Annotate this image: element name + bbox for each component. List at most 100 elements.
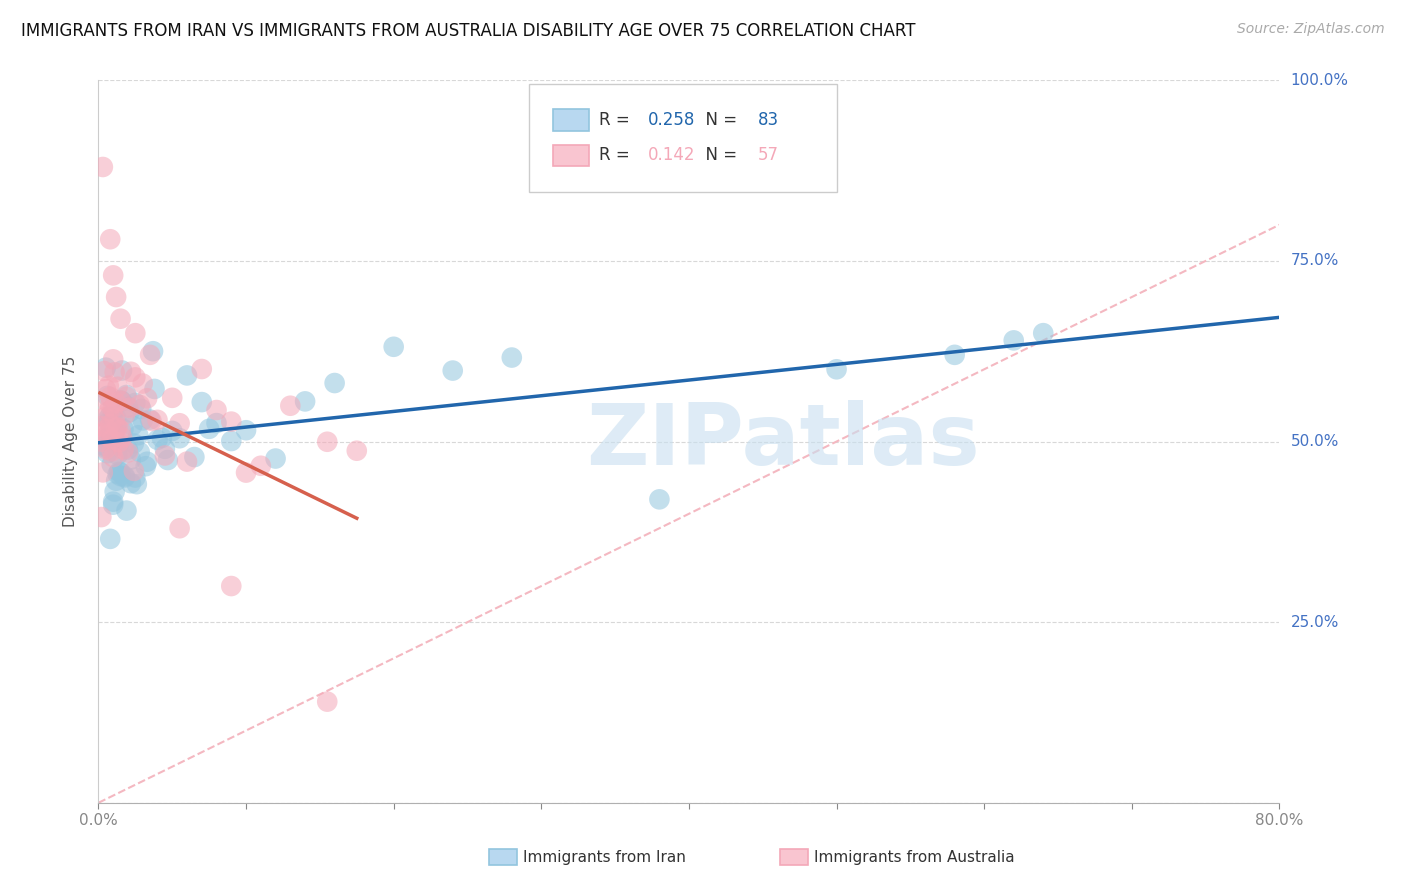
Point — [648, 492, 671, 507]
Point — [128, 398, 150, 412]
Point — [96, 428, 118, 442]
Point — [115, 388, 138, 402]
Point — [117, 445, 139, 459]
Point — [135, 459, 157, 474]
Point — [114, 408, 136, 422]
Point — [105, 290, 128, 304]
Point — [98, 417, 121, 432]
Point — [107, 467, 129, 481]
Point — [191, 362, 214, 376]
Point — [93, 439, 115, 453]
Point — [132, 413, 155, 427]
Point — [91, 160, 114, 174]
Point — [94, 382, 117, 396]
Point — [97, 404, 120, 418]
Text: IMMIGRANTS FROM IRAN VS IMMIGRANTS FROM AUSTRALIA DISABILITY AGE OVER 75 CORRELA: IMMIGRANTS FROM IRAN VS IMMIGRANTS FROM … — [21, 22, 915, 40]
Point — [97, 410, 120, 425]
Text: 100.0%: 100.0% — [1291, 73, 1348, 87]
Point — [117, 442, 139, 457]
Point — [110, 311, 132, 326]
Point — [98, 232, 121, 246]
Point — [89, 419, 111, 434]
Point — [111, 363, 134, 377]
Point — [96, 389, 118, 403]
Point — [93, 410, 115, 425]
Point — [235, 466, 257, 480]
Point — [91, 426, 114, 441]
Point — [90, 510, 112, 524]
Y-axis label: Disability Age Over 75: Disability Age Over 75 — [63, 356, 77, 527]
Point — [107, 420, 129, 434]
Point — [323, 376, 346, 390]
Point — [136, 455, 159, 469]
Point — [103, 268, 125, 283]
Text: 50.0%: 50.0% — [1291, 434, 1339, 449]
Point — [142, 344, 165, 359]
Point — [118, 405, 141, 419]
Point — [110, 424, 132, 438]
Point — [110, 393, 132, 408]
Point — [122, 464, 145, 478]
Point — [294, 394, 316, 409]
Point — [104, 411, 127, 425]
Point — [98, 409, 121, 423]
Text: 0.258: 0.258 — [648, 111, 695, 129]
Point — [103, 352, 125, 367]
Point — [114, 470, 136, 484]
Point — [98, 532, 121, 546]
Point — [97, 415, 120, 429]
Point — [250, 458, 273, 473]
Text: 75.0%: 75.0% — [1291, 253, 1339, 268]
Point — [205, 416, 228, 430]
Point — [122, 436, 145, 450]
Point — [441, 363, 464, 377]
Point — [125, 477, 148, 491]
Point — [825, 362, 848, 376]
Point — [382, 340, 405, 354]
Point — [124, 396, 146, 410]
Point — [94, 360, 117, 375]
Point — [153, 449, 176, 463]
Point — [198, 422, 221, 436]
Point — [96, 446, 118, 460]
Point — [162, 424, 183, 438]
Point — [156, 453, 179, 467]
Text: 83: 83 — [758, 111, 779, 129]
Point — [124, 370, 146, 384]
Point — [100, 433, 122, 447]
Point — [132, 376, 155, 391]
Text: 0.142: 0.142 — [648, 146, 695, 164]
Point — [146, 433, 169, 447]
Text: ZIPatlas: ZIPatlas — [586, 400, 980, 483]
FancyBboxPatch shape — [530, 84, 837, 193]
Point — [103, 498, 125, 512]
Point — [108, 438, 131, 452]
Point — [105, 411, 128, 425]
Point — [105, 474, 128, 488]
Point — [108, 465, 131, 479]
Point — [118, 401, 141, 415]
Point — [107, 448, 129, 462]
Point — [96, 422, 118, 436]
Point — [103, 450, 125, 464]
Point — [103, 409, 125, 423]
Point — [112, 442, 135, 457]
Point — [114, 469, 136, 483]
Point — [221, 415, 243, 429]
Point — [111, 394, 134, 409]
Point — [221, 434, 243, 448]
Point — [1032, 326, 1054, 340]
Text: Immigrants from Australia: Immigrants from Australia — [814, 850, 1015, 864]
Point — [346, 443, 368, 458]
Point — [94, 441, 117, 455]
Point — [98, 390, 121, 404]
Point — [108, 435, 131, 450]
Text: 25.0%: 25.0% — [1291, 615, 1339, 630]
Point — [280, 399, 302, 413]
Point — [107, 380, 129, 394]
Point — [111, 431, 134, 445]
Text: 57: 57 — [758, 146, 779, 164]
Point — [191, 395, 214, 409]
FancyBboxPatch shape — [553, 109, 589, 131]
Point — [104, 365, 127, 379]
